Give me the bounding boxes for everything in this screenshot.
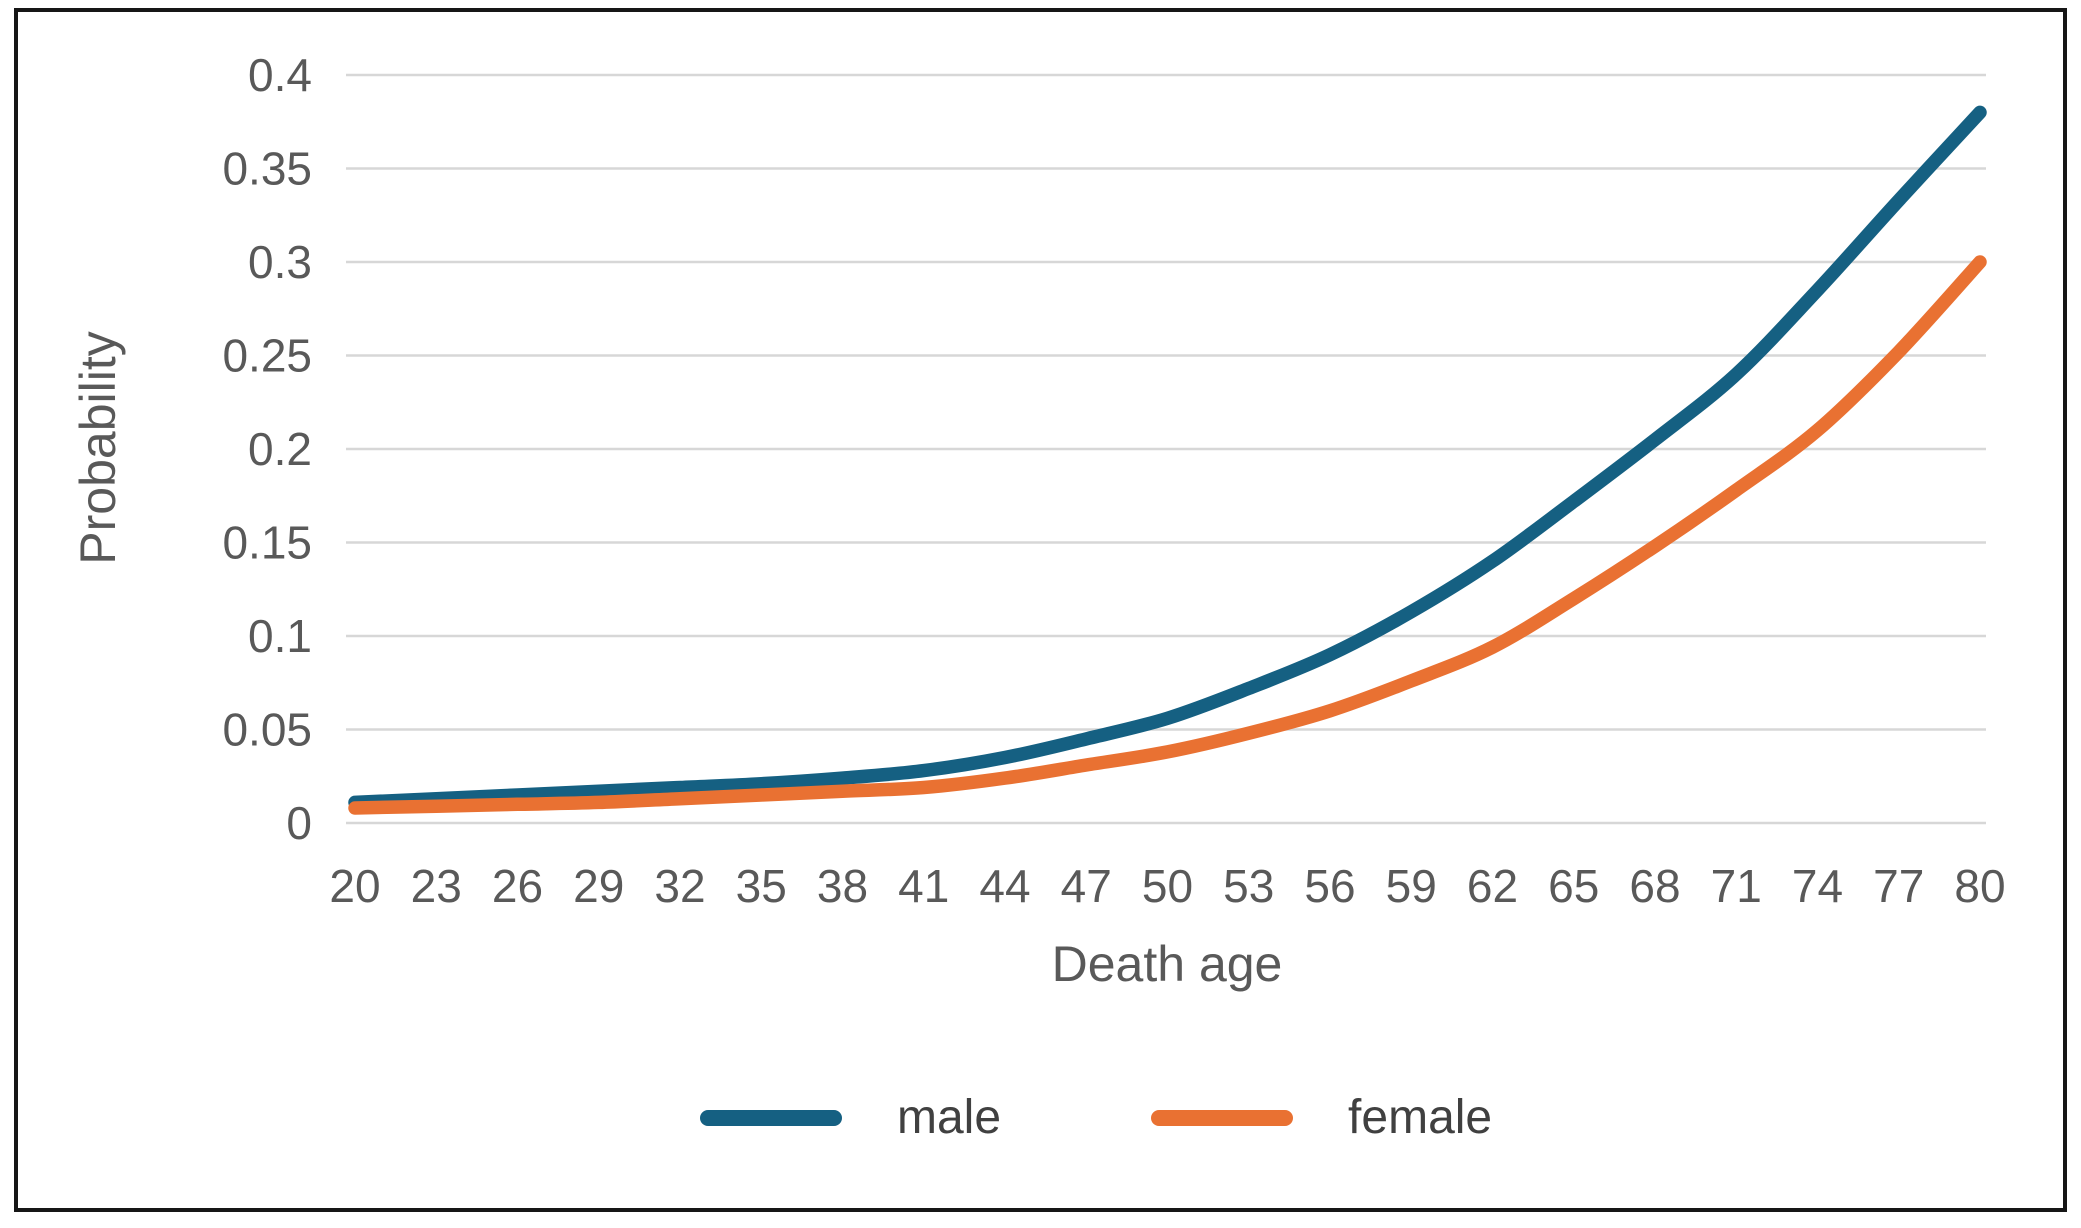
y-tick-label: 0.1: [248, 610, 312, 662]
legend-item-male: male: [700, 1094, 1001, 1142]
y-tick-labels: 0 0.05 0.1 0.15 0.2 0.25 0.3 0.35 0.4: [222, 49, 312, 849]
male-line: [348, 105, 1987, 810]
series-lines: [348, 105, 1987, 815]
x-tick-label: 47: [1061, 860, 1112, 912]
x-tick-label: 23: [411, 860, 462, 912]
x-tick-label: 59: [1386, 860, 1437, 912]
x-tick-label: 68: [1629, 860, 1680, 912]
y-tick-label: 0.25: [222, 330, 312, 382]
x-tick-label: 80: [1954, 860, 2005, 912]
y-tick-label: 0.4: [248, 49, 312, 101]
x-tick-label: 35: [736, 860, 787, 912]
y-tick-label: 0: [286, 797, 312, 849]
x-tick-label: 20: [329, 860, 380, 912]
gridlines: [346, 73, 1986, 825]
x-tick-label: 50: [1142, 860, 1193, 912]
x-axis-title: Death age: [1051, 936, 1283, 992]
female-line: [348, 255, 1987, 815]
y-tick-label: 0.05: [222, 704, 312, 756]
x-tick-label: 29: [573, 860, 624, 912]
x-tick-label: 44: [979, 860, 1030, 912]
x-tick-label: 32: [654, 860, 705, 912]
y-tick-label: 0.35: [222, 143, 312, 195]
x-tick-label: 65: [1548, 860, 1599, 912]
y-tick-label: 0.15: [222, 517, 312, 569]
male-line-swatch: [700, 1110, 842, 1126]
y-axis-title: Probability: [70, 331, 126, 565]
y-tick-label: 0.2: [248, 423, 312, 475]
legend-label-female: female: [1348, 1091, 1493, 1144]
legend: male female: [700, 1088, 1492, 1148]
y-tick-label: 0.3: [248, 236, 312, 288]
x-tick-label: 71: [1711, 860, 1762, 912]
x-tick-label: 38: [817, 860, 868, 912]
x-tick-label: 53: [1223, 860, 1274, 912]
x-tick-label: 77: [1873, 860, 1924, 912]
legend-item-female: female: [1151, 1094, 1492, 1142]
x-tick-label: 56: [1304, 860, 1355, 912]
x-tick-label: 74: [1792, 860, 1843, 912]
x-tick-labels: 20 23 26 29 32 35 38 41 44 47 50 53 56 59 62 65 68 71 74 77…: [329, 860, 2005, 912]
female-line-swatch: [1151, 1110, 1294, 1126]
x-tick-label: 41: [898, 860, 949, 912]
x-tick-label: 26: [492, 860, 543, 912]
x-tick-label: 62: [1467, 860, 1518, 912]
legend-label-male: male: [897, 1091, 1002, 1144]
chart-figure-border: [14, 8, 2067, 1212]
